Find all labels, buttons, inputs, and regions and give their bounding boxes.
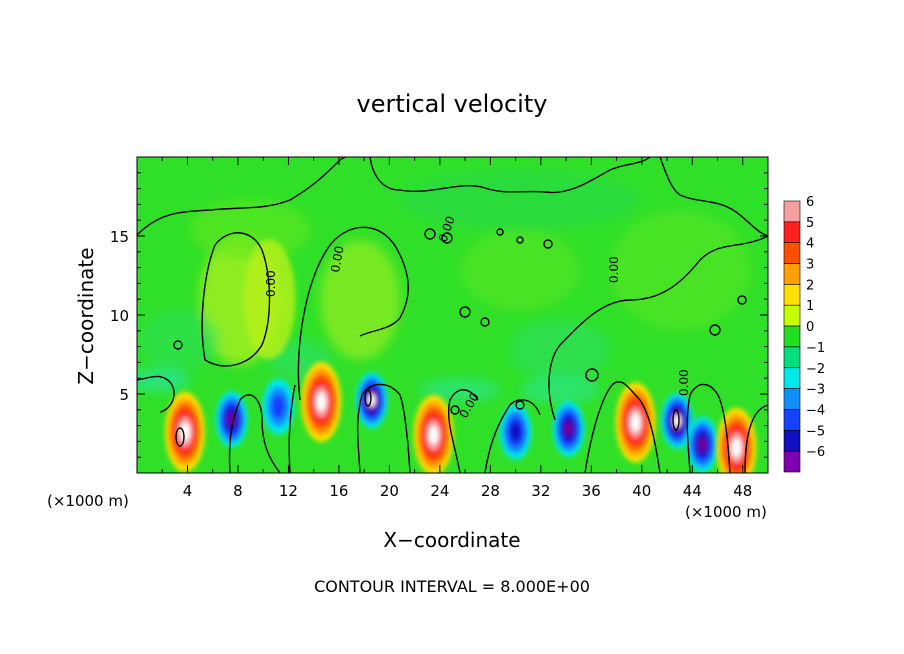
y-tick-label: 10 (110, 307, 129, 325)
x-tick-label: 32 (531, 482, 550, 500)
colorbar-label: 5 (806, 216, 814, 231)
colorbar-label: 4 (806, 237, 814, 252)
x-tick-label: 40 (632, 482, 651, 500)
x-tick-label: 12 (279, 482, 298, 500)
colorbar-label: 6 (806, 195, 814, 210)
colorbar-label: −3 (806, 383, 825, 398)
velocity-cell (716, 407, 757, 473)
colorbar-swatch (783, 242, 801, 264)
zero-contour-plume-center (297, 226, 409, 401)
velocity-cell (661, 392, 694, 449)
velocity-features (164, 239, 757, 473)
contour-label: 0.00 (677, 369, 691, 396)
contour-interval-footer: CONTOUR INTERVAL = 8.000E+00 (314, 577, 590, 596)
zero-contour-lower-mid (288, 383, 541, 473)
x-unit-left: (×1000 m) (47, 492, 129, 510)
zero-contour-lower-left (137, 375, 281, 473)
x-tick-label: 4 (183, 482, 193, 500)
x-axis: 4 8 12 16 20 24 28 32 36 40 44 48 (161, 157, 752, 500)
velocity-cell (301, 361, 342, 442)
colorbar-swatch (783, 284, 801, 306)
colorbar-swatch (783, 304, 801, 327)
colorbar-label: 2 (806, 278, 814, 293)
y-axis: 5 10 15 (110, 172, 768, 458)
zero-contour-lower-right (584, 381, 768, 473)
x-tick-label: 48 (733, 482, 752, 500)
y-tick-label: 15 (110, 228, 129, 246)
velocity-cell (413, 395, 454, 473)
colorbar-label: −2 (806, 362, 825, 377)
colorbar-swatch (783, 221, 801, 243)
contour-label: 0.00 (264, 270, 278, 297)
x-tick-label: 28 (481, 482, 500, 500)
colorbar-swatch (783, 450, 801, 473)
x-tick-label: 44 (683, 482, 702, 500)
y-axis-label: Z−coordinate (74, 247, 98, 384)
colorbar-label: −4 (806, 403, 825, 418)
contour-label: 0.00 (328, 245, 346, 274)
colorbar-label: 3 (806, 258, 814, 273)
zero-contour-upper (137, 157, 768, 237)
colorbar-label: 1 (806, 299, 814, 314)
colorbar-swatch (783, 263, 801, 285)
colorbar-swatch (783, 346, 801, 369)
colorbar: 6 5 4 3 2 1 0 −1 −2 −3 −4 −5 −6 (783, 195, 825, 473)
colorbar-label: −1 (806, 341, 825, 356)
x-tick-label: 8 (233, 482, 243, 500)
colorbar-label: −5 (806, 424, 825, 439)
x-tick-label: 36 (582, 482, 601, 500)
upper-field-texture (137, 170, 750, 404)
colorbar-swatch (783, 409, 801, 431)
colorbar-swatch (783, 430, 801, 452)
x-unit-right: (×1000 m) (685, 503, 767, 521)
plot-area (137, 157, 768, 473)
zero-contour-right (548, 235, 768, 421)
velocity-cell (215, 391, 248, 448)
chart-title: vertical velocity (357, 90, 548, 118)
colorbar-swatch (783, 200, 801, 223)
zero-contours (137, 157, 768, 473)
zero-contour-plume-left (201, 232, 271, 367)
colorbar-swatch (783, 388, 801, 410)
velocity-cell (552, 400, 585, 457)
y-tick-label: 5 (119, 386, 129, 404)
colorbar-swatch (783, 325, 801, 348)
colorbar-label: −6 (806, 445, 825, 460)
velocity-cell (262, 378, 295, 435)
colorbar-label: 0 (806, 320, 814, 335)
x-tick-label: 24 (430, 482, 449, 500)
contour-label: 0.00 (607, 256, 621, 283)
velocity-cell (686, 416, 719, 473)
x-tick-label: 16 (329, 482, 348, 500)
velocity-cell (499, 403, 532, 460)
x-axis-label: X−coordinate (383, 528, 520, 552)
velocity-cell (164, 391, 205, 472)
colorbar-swatch (783, 367, 801, 389)
x-tick-label: 20 (380, 482, 399, 500)
